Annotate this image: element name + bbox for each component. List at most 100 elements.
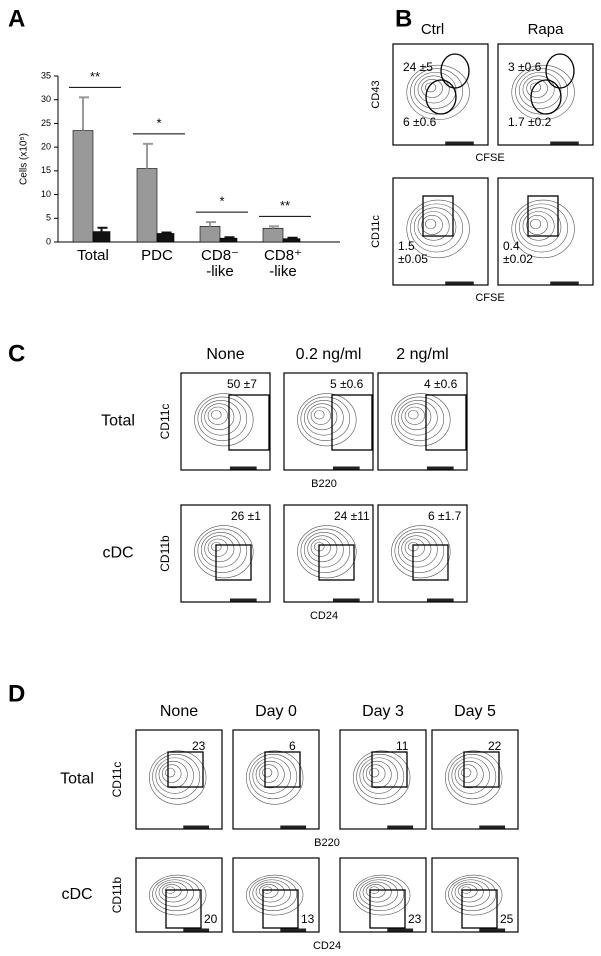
contour <box>457 764 478 783</box>
y-tick-label: 20 <box>41 142 51 152</box>
x-tick-label: Total <box>77 247 109 264</box>
contour <box>310 538 331 557</box>
contour <box>451 879 490 907</box>
gate <box>262 889 299 929</box>
gate-value: 22 <box>488 739 502 753</box>
row-label: Total <box>101 413 135 430</box>
contour <box>245 874 304 916</box>
contour <box>148 874 207 916</box>
contour <box>300 528 351 573</box>
contour <box>262 767 273 778</box>
contour <box>444 750 503 805</box>
contour <box>314 410 325 420</box>
flow-plot-frame <box>339 729 427 830</box>
x-tick-label: CD8⁺ -like <box>264 247 302 280</box>
contour <box>310 406 331 425</box>
gate <box>318 544 355 581</box>
contour <box>511 64 575 120</box>
contour <box>369 767 380 778</box>
contour <box>397 531 438 568</box>
flow-plot-frame <box>497 177 594 286</box>
contour <box>204 403 235 431</box>
gate-value: 50 ±7 <box>227 377 257 391</box>
gate-value: 23 <box>408 912 422 926</box>
contour <box>258 764 279 783</box>
contour <box>197 396 248 441</box>
contour <box>359 879 398 907</box>
contour <box>397 399 438 436</box>
flow-plot-frame <box>135 729 223 830</box>
gate <box>545 53 575 89</box>
contour <box>252 879 291 907</box>
flow-plot-frame <box>339 857 427 933</box>
contour <box>249 877 298 912</box>
y-axis-label: Cells (x10⁵) <box>19 133 30 185</box>
gate <box>165 889 202 929</box>
gate <box>369 889 406 929</box>
significance-mark: ** <box>90 69 100 84</box>
gate-value: 20 <box>204 912 218 926</box>
contour <box>518 71 562 109</box>
flow-plot-frame <box>392 43 489 146</box>
contour <box>526 79 548 98</box>
contour <box>300 396 351 441</box>
gate <box>440 53 470 89</box>
contour <box>404 538 425 557</box>
bar <box>262 227 284 243</box>
contour <box>255 881 285 903</box>
contour <box>161 764 182 783</box>
gate-value: 5 ±0.6 <box>330 377 364 391</box>
contour <box>148 750 207 805</box>
row-label: Total <box>60 771 94 788</box>
contour <box>252 757 291 794</box>
panel-label: B <box>395 5 412 32</box>
contour <box>200 399 241 436</box>
x-axis-label: CFSE <box>475 152 504 164</box>
contour <box>410 203 464 253</box>
contour <box>245 750 304 805</box>
contour <box>530 82 542 93</box>
contour <box>161 884 182 899</box>
y-tick-label: 15 <box>41 165 51 175</box>
y-axis-label: CD11c <box>370 215 382 248</box>
contour <box>255 760 285 789</box>
contour <box>303 399 344 436</box>
x-axis-label: B220 <box>311 478 337 490</box>
contour <box>448 754 497 800</box>
x-axis-label: B220 <box>314 837 340 849</box>
contour <box>258 884 279 899</box>
gate <box>527 195 559 237</box>
contour <box>194 525 254 579</box>
y-axis-label: CD43 <box>370 80 382 108</box>
significance-mark: * <box>156 115 161 130</box>
column-header: Ctrl <box>421 21 444 38</box>
contour <box>417 211 450 241</box>
gate-value: 3 ±0.6 <box>508 60 542 74</box>
contour <box>152 877 201 912</box>
panel-label: A <box>8 5 25 32</box>
bar <box>72 130 94 243</box>
gate-value: 24 ±11 <box>334 509 370 523</box>
gate-value: 13 <box>301 912 315 926</box>
column-header: None <box>160 703 198 720</box>
contour <box>417 75 450 104</box>
contour <box>165 767 176 778</box>
contour <box>307 403 338 431</box>
gate-value: 1.7 ±0.2 <box>508 115 552 129</box>
gate-value: 24 ±5 <box>403 60 433 74</box>
flow-plot-frame <box>431 857 519 933</box>
contour <box>444 874 503 916</box>
bar <box>282 238 301 243</box>
contour <box>158 760 188 789</box>
y-tick-label: 10 <box>41 189 51 199</box>
gate-value: 25 <box>500 912 514 926</box>
contour <box>406 199 470 259</box>
y-axis-label: CD11b <box>158 535 172 572</box>
y-tick-label: 35 <box>41 70 51 80</box>
gate <box>530 79 562 115</box>
contour <box>352 874 411 916</box>
contour <box>158 881 188 903</box>
column-header: Day 5 <box>454 703 496 720</box>
significance-mark: * <box>219 194 224 209</box>
